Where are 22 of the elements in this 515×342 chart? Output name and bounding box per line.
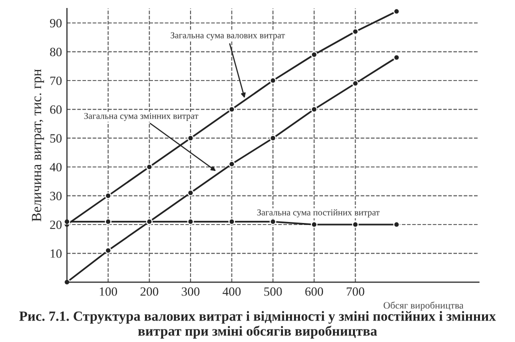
annotation: Загальна сума змінних витрат bbox=[84, 112, 198, 121]
text: Рис. 7.1. Структура валових витрат і відмінності у зміні постійних і змінних витрат при зміні обсягів виробництва bbox=[19, 311, 496, 339]
x-tick-label: 100 bbox=[100, 287, 118, 296]
x-tick-label: 400 bbox=[222, 287, 241, 296]
x-tick-label: 500 bbox=[264, 287, 282, 296]
x-tick-label: 700 bbox=[346, 287, 364, 296]
annotation: Загальна сума постійних витрат bbox=[257, 209, 380, 218]
y-axis-title: Величина витрат, тис. грн bbox=[32, 69, 44, 222]
y-tick-label: 50 bbox=[50, 134, 62, 143]
y-tick-label: 20 bbox=[50, 220, 62, 230]
y-tick-label: 10 bbox=[50, 249, 62, 258]
y-tick-label: 30 bbox=[50, 192, 62, 200]
y-tick-label: 80 bbox=[50, 48, 62, 56]
y-tick-label: 90 bbox=[50, 18, 62, 28]
x-tick-label: 600 bbox=[305, 287, 324, 296]
x-tick-label: 300 bbox=[182, 287, 200, 296]
x-axis-title: Обсяг виробництва bbox=[384, 302, 464, 311]
x-tick-label: 200 bbox=[140, 287, 158, 296]
y-tick-label: 40 bbox=[50, 162, 62, 172]
y-tick-label: 70 bbox=[50, 76, 62, 86]
y-tick-label: 60 bbox=[50, 105, 62, 114]
annotation: Загальна сума валових витрат bbox=[170, 32, 285, 40]
